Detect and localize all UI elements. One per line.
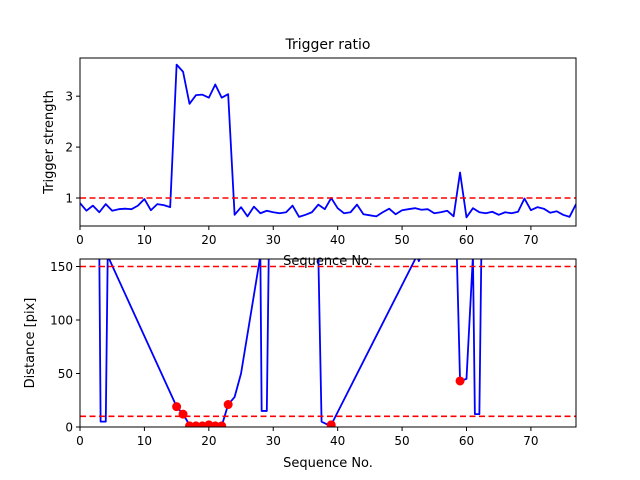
x-tick-label: 10 <box>137 233 152 247</box>
data-point <box>326 420 336 427</box>
bottom-x-axis-label: Sequence No. <box>283 456 373 471</box>
top-x-axis-label: Sequence No. <box>283 254 373 269</box>
top-subplot: Trigger ratio 0 10 20 30 40 50 60 70 1 2 3 Sequen… <box>42 37 577 269</box>
x-tick-label: 30 <box>266 233 281 247</box>
y-tick-label: 3 <box>65 90 73 104</box>
bottom-axes-frame <box>79 258 577 428</box>
bottom-plot-area <box>80 259 576 427</box>
data-point <box>172 402 182 412</box>
x-tick-label: 20 <box>201 233 216 247</box>
bottom-y-axis-ticks: 0 50 100 150 <box>50 260 80 435</box>
y-tick-label: 2 <box>65 141 73 155</box>
x-tick-label: 60 <box>459 434 474 448</box>
top-subplot-title: Trigger ratio <box>284 37 370 53</box>
x-tick-label: 20 <box>201 434 216 448</box>
series-line <box>80 63 576 219</box>
x-tick-label: 70 <box>523 233 538 247</box>
bottom-x-axis-ticks: 0 10 20 30 40 50 60 70 <box>76 427 539 448</box>
x-tick-label: 0 <box>76 233 84 247</box>
y-tick-label: 1 <box>65 192 73 206</box>
top-y-axis-ticks: 1 2 3 <box>65 90 80 206</box>
x-tick-label: 40 <box>330 434 345 448</box>
data-point <box>223 400 233 410</box>
top-x-axis-ticks: 0 10 20 30 40 50 60 70 <box>76 226 539 247</box>
y-tick-label: 100 <box>50 313 73 327</box>
x-tick-label: 0 <box>76 434 84 448</box>
y-tick-label: 0 <box>65 421 73 435</box>
x-tick-label: 10 <box>137 434 152 448</box>
x-tick-label: 30 <box>266 434 281 448</box>
x-tick-label: 50 <box>394 434 409 448</box>
bottom-subplot: 0 10 20 30 40 50 60 70 0 50 100 150 Sequence No. D… <box>23 258 577 471</box>
x-tick-label: 50 <box>394 233 409 247</box>
x-tick-label: 70 <box>523 434 538 448</box>
top-axes-frame <box>79 57 577 227</box>
x-tick-label: 40 <box>330 233 345 247</box>
y-tick-label: 150 <box>50 260 73 274</box>
data-point <box>217 421 227 427</box>
y-tick-label: 50 <box>58 367 73 381</box>
bottom-y-axis-label: Distance [pix] <box>23 298 38 389</box>
data-point <box>455 376 465 386</box>
x-tick-label: 60 <box>459 233 474 247</box>
top-y-axis-label: Trigger strength <box>42 90 57 195</box>
top-plot-area <box>80 63 576 219</box>
